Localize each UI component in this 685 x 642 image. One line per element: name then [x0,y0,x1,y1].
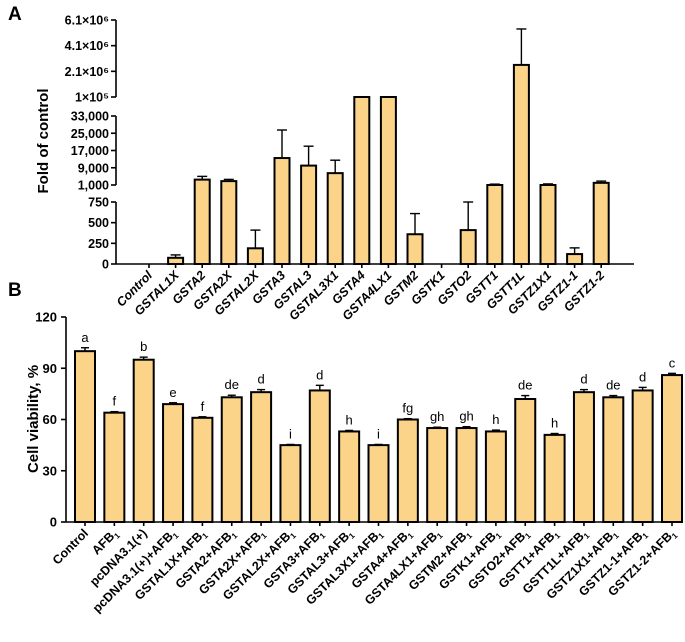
panel-a-bar-gsta4 [354,97,369,264]
panel-b-bar-gstal3-afb1 [339,431,359,522]
panel-b-significance-gsta2-afb1: de [225,377,239,392]
panel-b-bar-gsta2x-afb1 [251,392,271,522]
panel-b-bar-gstt1l-afb1 [574,392,594,522]
panel-b-significance-gstal3x1-afb1: i [377,426,380,441]
panel-a-bar-gstt1 [487,185,502,264]
panel-b-bar-gstz1-2-afb1 [662,375,682,522]
panel-b-bar-gstt1-afb1 [545,435,565,522]
panel-b-bar-gstk1-afb1 [486,431,506,522]
panel-a-bar-gstal3 [301,166,316,264]
panel-b-significance-gstz1-1-afb1: d [639,369,646,384]
panel-a-bar-gstt1l [514,65,529,264]
panel-a-y-tick-label: 2.1×10⁶ [65,65,109,79]
panel-a-bar-gsta2x [221,181,236,264]
panel-b-y-tick-label: 60 [43,412,57,427]
panel-b-significance-gstal1x-afb1: f [201,399,205,414]
panel-b-letter: B [8,280,22,301]
panel-a-y-tick-label: 6.1×10⁶ [65,14,109,28]
panel-a-y-tick-label: 33,000 [71,110,109,124]
panel-b-significance-gsta2x-afb1: d [257,372,264,387]
panel-a-y-tick-label: 750 [88,196,109,210]
panel-a-bar-gstal2x [248,248,263,264]
panel-b-bar-gstm2-afb1 [457,428,477,522]
panel-b-significance-pcdna3-1: b [140,339,147,354]
panel-a-bar-gsta2 [195,180,210,264]
panel-b-significance-gstal3-afb1: h [346,412,353,427]
panel-a-y-tick-label: 1×10⁵ [75,91,109,105]
panel-b-bar-gstal3x1-afb1 [369,445,389,522]
panel-a-y-tick-label: 9,000 [78,161,109,175]
panel-b-bar-gsta4lx1-afb1 [427,428,447,522]
panel-b-bar-gstal1x-afb1 [192,418,212,522]
panel-b-y-tick-label: 120 [35,310,57,325]
panel-a-bar-gstz1-2 [594,183,609,264]
panel-a-bar-gstm2 [408,234,423,264]
panel-a-chart: 0 250 500 750 1,000 9,000 17,000 25,000 33,000 1×… [65,14,634,324]
panel-a-bar-gstz1-1 [567,254,582,264]
panel-b-bar-control [75,351,95,522]
panel-b-significance-gstt1-afb1: h [551,416,558,431]
panel-b-significance-gstm2-afb1: gh [459,409,473,424]
panel-b-bar-pcdna3-1 [134,360,154,522]
panel-b-significance-gstt1l-afb1: d [580,372,587,387]
panel-a-bar-gsta4lx1 [381,97,396,264]
panel-b-bar-gsta4-afb1 [398,420,418,523]
panel-b-y-tick-label: 0 [50,515,57,530]
panel-b-significance-gstk1-afb1: h [492,412,499,427]
panel-a-y-tick-label: 25,000 [71,127,109,141]
panel-b-y-tick-label: 30 [43,463,57,478]
panel-a-y-tick-label: 1,000 [78,179,109,193]
panel-a-y-tick-label: 0 [102,258,109,272]
panel-a-y-tick-label: 4.1×10⁶ [65,39,109,53]
figure: A Fold of control 0 250 500 750 1,000 9,000 17… [0,0,685,642]
panel-b-significance-gstal2x-afb1: i [289,426,292,441]
panel-a-bar-gstal1x [168,258,183,264]
panel-b-significance-gstz1x1-afb1: de [606,378,620,393]
panel-b-bar-gsta2-afb1 [222,397,242,522]
panel-b-y-tick-label: 90 [43,361,57,376]
panel-b-significance-control: a [81,330,89,345]
panel-b-bar-gstz1x1-afb1 [603,397,623,522]
panel-b-significance-pcdna3-1-afb1: e [169,385,176,400]
panel-b-chart: 0306090120aControlfAFB1bpcDNA3.1(+)epcDN… [35,310,682,617]
panel-b-bar-pcdna3-1-afb1 [163,404,183,522]
panel-a-letter: A [8,4,22,25]
panel-a-y-tick-label: 500 [88,216,109,230]
panel-a-bar-gsta3 [275,158,290,264]
panel-b-bar-gstz1-1-afb1 [633,390,653,522]
panel-b-bar-afb1 [104,413,124,522]
panel-b-significance-gsta4lx1-afb1: gh [430,409,444,424]
panel-a-bar-gstz1x1 [541,185,556,264]
panel-b-bar-gsto2-afb1 [515,399,535,522]
panel-b-significance-gsto2-afb1: de [518,378,532,393]
panel-b-significance-gsta4-afb1: fg [402,401,413,416]
panel-b-y-axis-title: Cell viability, % [25,365,42,473]
panel-b-x-label-control: Control [50,526,91,567]
panel-b-bar-gstal2x-afb1 [280,445,300,522]
panel-b-significance-afb1: f [113,394,117,409]
panel-a-y-tick-label: 17,000 [71,144,109,158]
panel-a-bar-gsto2 [461,230,476,264]
panel-b-bar-gsta3-afb1 [310,390,330,522]
panel-a-y-tick-label: 250 [88,237,109,251]
panel-a-bar-gstal3x1 [328,173,343,264]
panel-b-significance-gsta3-afb1: d [316,367,323,382]
panel-a-y-axis-title: Fold of control [35,89,52,194]
panel-b-significance-gstz1-2-afb1: c [669,355,676,370]
